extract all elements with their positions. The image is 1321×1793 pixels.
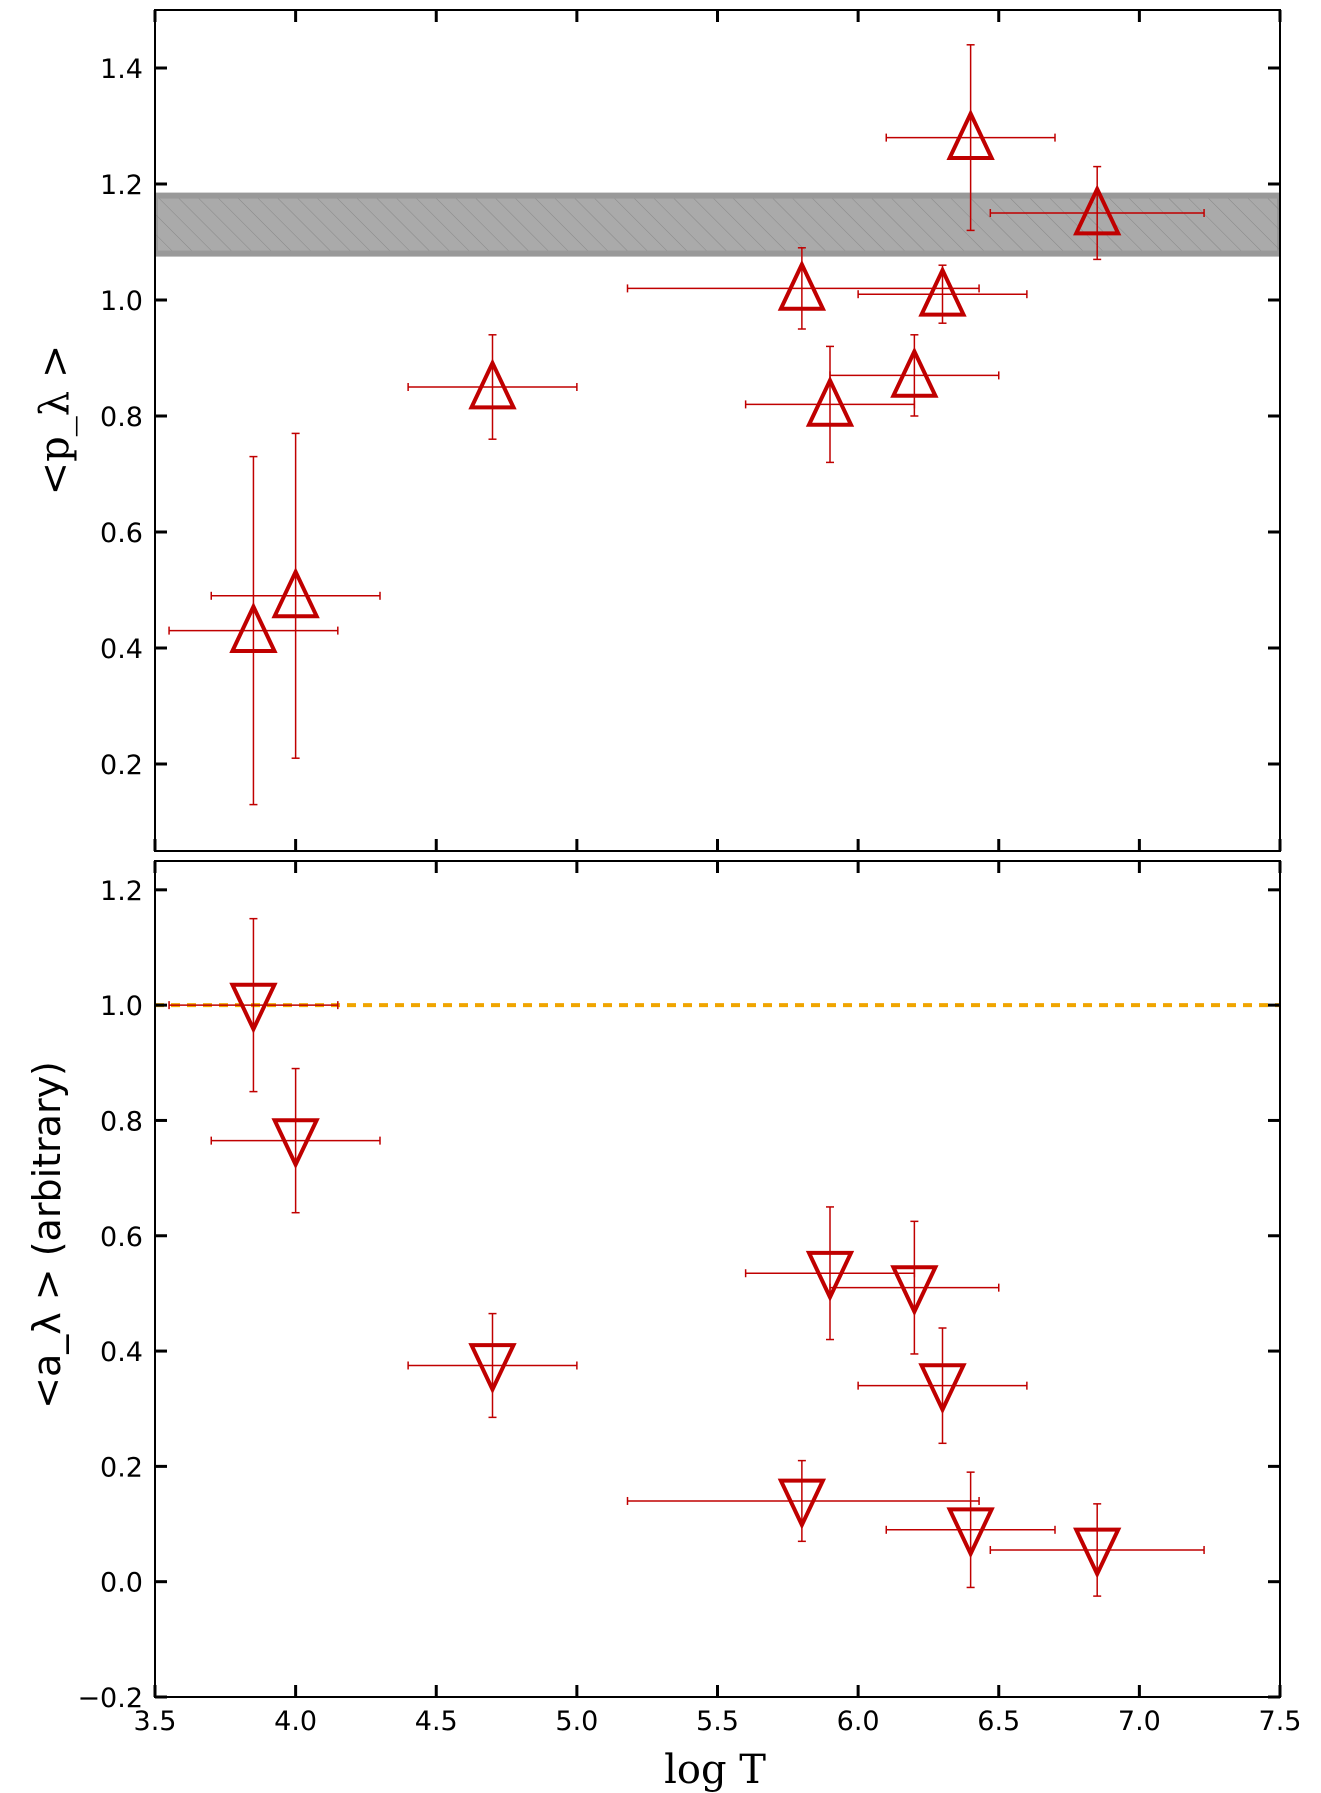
data-point [407, 334, 578, 440]
triangle-down-marker [229, 982, 278, 1034]
shaded-band [155, 192, 1280, 257]
triangle-up-marker [271, 567, 320, 619]
triangle-up-marker [777, 259, 827, 311]
y-tick-label: 0.2 [100, 1452, 143, 1483]
band-hatch [155, 198, 1280, 251]
x-tick-label: 6.5 [977, 1706, 1020, 1737]
data-point [885, 44, 1056, 232]
top-y-axis-label: <p_λ > [32, 345, 78, 496]
bottom-y-axis-label: <a_λ > (arbitrary) [25, 1061, 69, 1409]
triangle-down-marker [777, 1478, 827, 1530]
x-tick-label: 5.0 [555, 1706, 598, 1737]
triangle-down-marker [271, 1118, 320, 1170]
x-tick-label: 5.5 [696, 1706, 739, 1737]
triangle-down-marker [890, 1265, 939, 1317]
y-tick-label: 0.2 [100, 750, 143, 781]
x-tick-label: 4.0 [274, 1706, 317, 1737]
y-tick-label: 0.4 [100, 1337, 143, 1368]
data-point [885, 1471, 1056, 1589]
y-tick-label: −0.2 [77, 1683, 143, 1714]
top-panel: 0.2 0.4 0.6 0.8 1.0 1.2 1.4 <p_λ > [32, 9, 1282, 852]
bottom-panel-frame [154, 860, 1281, 1698]
data-point [626, 1459, 980, 1543]
y-tick-label: 0.6 [100, 1222, 143, 1253]
y-tick-label: 0.8 [100, 402, 143, 433]
bottom-panel: 3.5 4.0 4.5 5.0 5.5 6.0 6.5 7.0 7.5 −0.2 0.0 0.2 0.4… [25, 860, 1301, 1793]
y-tick-label: 1.4 [100, 54, 143, 85]
data-point [989, 1503, 1205, 1597]
top-panel-ticks: 0.2 0.4 0.6 0.8 1.0 1.2 1.4 [100, 10, 1282, 851]
triangle-up-marker [890, 346, 939, 398]
y-tick-label: 0.8 [100, 1106, 143, 1137]
triangle-up-marker [946, 108, 995, 160]
triangle-down-marker [918, 1363, 967, 1415]
triangle-up-marker [468, 358, 517, 410]
y-tick-label: 1.2 [100, 876, 143, 907]
data-point [857, 264, 1028, 324]
triangle-up-marker [805, 375, 855, 427]
x-tick-label: 7.0 [1118, 1706, 1161, 1737]
data-point [210, 1067, 381, 1214]
x-tick-label: 6.0 [837, 1706, 880, 1737]
top-panel-points [168, 44, 1205, 806]
data-point [168, 455, 339, 806]
x-axis-label: log T [664, 1747, 766, 1793]
y-tick-label: 1.0 [100, 991, 143, 1022]
x-tick-label: 7.5 [1259, 1706, 1302, 1737]
triangle-up-marker [229, 601, 278, 653]
y-tick-label: 0.6 [100, 518, 143, 549]
y-tick-label: 1.2 [100, 170, 143, 201]
data-point [829, 1220, 1000, 1355]
data-point [857, 1327, 1028, 1445]
y-tick-label: 0.0 [100, 1568, 143, 1599]
data-point [626, 247, 980, 330]
triangle-up-marker [918, 265, 967, 317]
data-point [407, 1312, 578, 1419]
top-panel-frame [154, 9, 1281, 852]
triangle-down-marker [1073, 1527, 1122, 1579]
data-point [989, 165, 1205, 261]
triangle-down-marker [946, 1507, 995, 1559]
bottom-panel-ticks: 3.5 4.0 4.5 5.0 5.5 6.0 6.5 7.0 7.5 −0.2 0.0 0.2 0.4… [77, 861, 1301, 1737]
data-point [168, 917, 339, 1093]
data-point [829, 334, 1000, 417]
y-tick-label: 0.4 [100, 634, 143, 665]
triangle-down-marker [805, 1250, 855, 1302]
triangle-down-marker [468, 1343, 517, 1395]
data-point [744, 1206, 916, 1341]
triangle-up-marker [1073, 184, 1122, 236]
y-tick-label: 1.0 [100, 286, 143, 317]
data-point [744, 345, 916, 464]
data-point [210, 432, 381, 759]
bottom-panel-points [168, 917, 1205, 1597]
x-tick-label: 3.5 [134, 1706, 177, 1737]
x-tick-label: 4.5 [415, 1706, 458, 1737]
